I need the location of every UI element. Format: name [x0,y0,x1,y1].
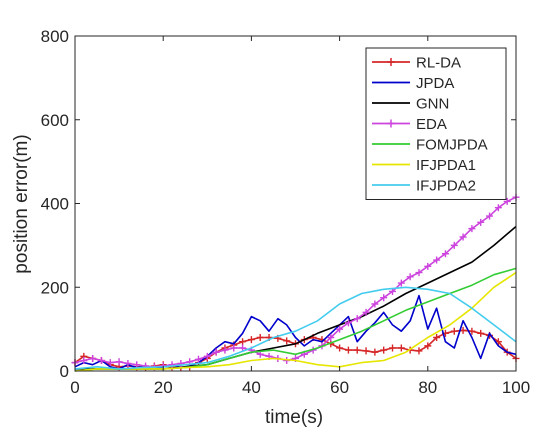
data-point [468,327,476,335]
data-point [406,273,414,281]
series-layer [71,193,520,372]
legend-item-ifjpda2: IFJPDA2 [372,178,476,195]
data-point [344,319,352,327]
legend-label: FOMJPDA [416,137,488,154]
data-point [477,329,485,337]
legend-item-ifjpda1: IFJPDA1 [372,157,476,174]
legend-marker [387,119,395,128]
x-axis-label: time(s) [265,407,323,428]
legend-item-jpda: JPDA [372,75,454,92]
x-tick-label: 0 [70,378,79,397]
data-point [89,354,97,362]
data-point [459,233,467,241]
series-ifjpda2 [74,286,517,370]
data-point [115,358,123,366]
data-point [397,279,405,287]
y-tick-label: 600 [41,111,69,130]
data-point [221,346,229,354]
legend-item-rl-da: RL-DA [372,55,461,72]
data-point [106,359,114,367]
data-point [450,241,458,249]
y-tick-label: 400 [41,195,69,214]
axes-layer: 0 20 40 60 80 100 0 200 400 600 800 [41,27,531,397]
data-point [353,346,361,354]
series-line [74,286,517,370]
data-point [433,334,441,341]
data-point [424,262,432,270]
data-point [344,346,352,354]
data-point [380,294,388,302]
data-point [80,357,88,365]
data-point [239,344,247,352]
legend-marker [387,58,395,66]
legend-label: IFJPDA1 [416,157,476,174]
y-axis-label: position error(m) [11,134,32,273]
data-point [371,300,379,308]
data-point [97,357,105,365]
data-point [486,212,494,220]
data-point [194,355,202,363]
x-tick-label: 60 [330,378,349,397]
data-point [362,308,370,316]
data-point [283,337,291,345]
data-point [450,327,458,335]
data-point [389,344,397,352]
data-point [397,344,405,352]
series-ifjpda1 [74,271,517,372]
y-tick-label: 800 [41,27,69,46]
data-point [256,334,264,341]
data-point [353,315,361,323]
data-point [371,348,379,356]
x-tick-label: 20 [154,378,173,397]
legend-item-fomjpda: FOMJPDA [372,137,488,154]
legend-label: RL-DA [416,55,461,72]
data-point [433,256,441,264]
data-point [503,197,511,205]
data-point [415,347,423,355]
x-tick-label: 80 [418,378,437,397]
y-tick-label: 0 [60,362,69,381]
legend: RL-DA JPDA GNN EDA FOMJPDA IFJPDA1 IFJPDA2 [365,47,507,200]
legend-item-gnn: GNN [372,96,449,113]
data-point [415,269,423,277]
data-point [468,225,476,233]
data-point [380,346,388,354]
legend-label: EDA [416,116,447,133]
data-point [168,361,176,369]
legend-label: GNN [416,96,449,113]
y-tick-label: 200 [41,278,69,297]
legend-label: JPDA [416,75,454,92]
data-point [124,359,132,367]
data-point [203,352,211,360]
data-point [247,336,255,344]
data-point [133,361,141,369]
data-point [212,348,220,356]
data-point [239,338,247,346]
data-point [327,334,335,341]
data-point [336,344,344,352]
data-point [424,342,432,350]
data-point [441,250,449,258]
data-point [494,204,502,212]
x-tick-label: 40 [242,378,261,397]
data-point [477,218,485,226]
data-point [336,325,344,333]
series-line [74,271,517,372]
data-point [362,347,370,355]
legend-label: IFJPDA2 [416,178,476,195]
legend-item-eda: EDA [372,116,447,133]
data-point [230,344,238,352]
x-tick-label: 100 [502,378,530,397]
